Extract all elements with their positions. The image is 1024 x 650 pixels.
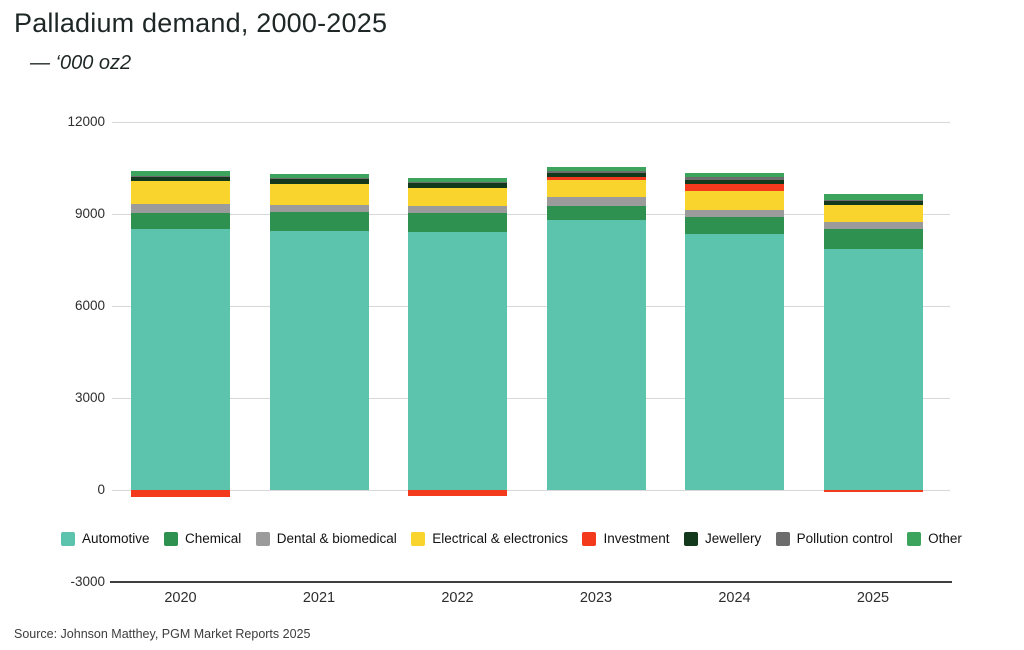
bar-segment-2021-automotive [269,230,369,490]
bar-segment-2024-other [685,172,784,177]
legend-label-other: Other [928,531,962,546]
bar-segment-2022-pollution-control [408,182,507,184]
bar-segment-2022-jewellery [408,183,507,188]
legend-swatch-chemical [163,531,178,546]
legend-item-automotive: Automotive [61,531,150,546]
bar-segment-2022-dental-biomedical [408,205,507,214]
legend-item-investment: Investment [582,531,670,546]
bar-segment-2023-jewellery [546,173,646,177]
legend-label-jewellery: Jewellery [704,531,762,546]
legend-item-dental-biomedical: Dental & biomedical [255,531,397,546]
bar-segment-2020-dental-biomedical [131,203,230,213]
bar-segment-2023-investment [546,176,646,180]
legend-swatch-jewellery [683,531,698,546]
bar-segment-2024-investment [685,184,784,191]
gridline-12000 [112,122,950,123]
legend-swatch-other [907,531,922,546]
gridline-9000 [112,214,950,215]
y-tick-label--3000: -3000 [70,574,105,589]
legend-label-pollution-control: Pollution control [796,531,893,546]
bar-segment-2021-electrical-electronics [269,183,369,206]
x-tick-label-2024: 2024 [718,590,751,606]
legend-item-electrical-electronics: Electrical & electronics [411,531,568,546]
x-axis-line [110,581,952,583]
bar-segment-2024-automotive [685,233,784,490]
bar-segment-2020-other [131,171,230,176]
chart-legend: Automotive Chemical Dental & biomedical Ele… [61,531,962,546]
bar-segment-2023-automotive [546,220,646,490]
bar-segment-2025-chemical [823,228,923,249]
bar-segment-2024-dental-biomedical [685,209,784,218]
bar-segment-2025-other [823,193,923,200]
legend-label-dental-biomedical: Dental & biomedical [276,531,397,546]
legend-label-chemical: Chemical [184,531,242,546]
legend-item-other: Other [907,531,962,546]
x-tick-label-2025: 2025 [856,590,890,606]
bar-segment-2021-pollution-control [269,177,369,179]
gridline-0 [112,490,950,491]
bar-segment-2025-pollution-control [823,199,923,201]
legend-swatch-electrical-electronics [411,531,426,546]
gridline-3000 [112,398,950,399]
legend-item-chemical: Chemical [163,531,242,546]
bar-segment-2020-pollution-control [131,175,230,177]
legend-label-electrical-electronics: Electrical & electronics [432,531,569,546]
x-tick-label-2022: 2022 [441,590,474,606]
bar-segment-2023-electrical-electronics [546,179,646,197]
bar-segment-2023-other [546,166,646,171]
x-tick-label-2023: 2023 [579,590,613,606]
bar-segment-2022-electrical-electronics [408,187,507,206]
bar-segment-2022-chemical [408,213,507,233]
y-tick-label-3000: 3000 [74,390,105,405]
gridline-6000 [112,306,950,307]
bar-segment-2025-automotive [823,248,923,490]
legend-swatch-investment [582,531,597,546]
y-tick-label-9000: 9000 [74,206,105,221]
bar-segment-2023-dental-biomedical [546,196,646,207]
bar-segment-2020-chemical [131,212,230,229]
bar-segment-2020-electrical-electronics [131,181,230,204]
legend-swatch-dental-biomedical [255,531,270,546]
bar-segment-2025-dental-biomedical [823,222,923,229]
chart-title: Palladium demand, 2000-2025 [14,8,388,38]
bar-segment-2021-chemical [269,212,369,231]
bar-segment-2023-pollution-control [546,170,646,174]
bar-segment-2022-other [408,177,507,183]
legend-item-jewellery: Jewellery [683,531,762,546]
bar-segment-2024-electrical-electronics [685,191,784,210]
bar-segment-2022-investment [408,490,507,497]
bar-segment-2025-electrical-electronics [823,205,923,223]
bar-segment-2025-investment [823,490,923,492]
x-tick-label-2021: 2021 [302,590,336,606]
bar-segment-2021-other [269,173,369,178]
legend-label-investment: Investment [603,531,670,546]
bar-segment-2020-automotive [131,228,230,490]
legend-swatch-pollution-control [775,531,790,546]
source-caption: Source: Johnson Matthey, PGM Market Repo… [14,627,311,641]
bar-segment-2020-jewellery [131,176,230,182]
bar-segment-2024-chemical [685,217,784,234]
bar-segment-2023-chemical [546,206,646,221]
legend-item-pollution-control: Pollution control [775,531,893,546]
legend-label-automotive: Automotive [82,531,150,546]
bar-segment-2022-automotive [408,232,507,490]
y-tick-label-6000: 6000 [74,298,105,313]
bar-segment-2024-jewellery [685,180,784,185]
bar-segment-2021-jewellery [269,178,369,184]
bar-segment-2021-dental-biomedical [269,205,369,213]
bar-segment-2020-investment [131,490,230,498]
y-tick-label-12000: 12000 [67,114,105,129]
legend-swatch-automotive [61,531,75,546]
bar-segment-2025-jewellery [823,200,923,206]
bar-segment-2024-pollution-control [685,176,784,181]
y-tick-label-0: 0 [97,482,105,497]
x-tick-label-2020: 2020 [164,590,197,606]
chart-subtitle-units: — ‘000 oz2 [30,52,132,74]
